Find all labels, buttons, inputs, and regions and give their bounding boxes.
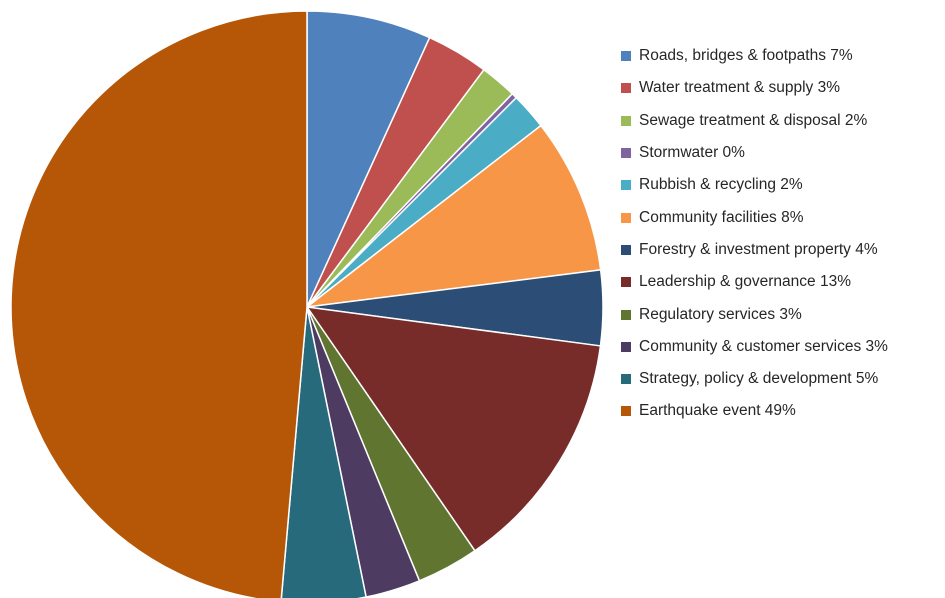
pie-slice	[10, 10, 308, 598]
legend-swatch	[621, 406, 631, 417]
pie-chart	[10, 10, 604, 598]
legend: Roads, bridges & footpaths 7% Water treat…	[621, 40, 941, 428]
legend-item: Community facilities 8%	[621, 201, 941, 233]
legend-swatch	[621, 180, 631, 191]
legend-item: Roads, bridges & footpaths 7%	[621, 40, 941, 72]
legend-label: Water treatment & supply 3%	[639, 79, 841, 97]
legend-label: Stormwater 0%	[639, 144, 745, 162]
legend-swatch	[621, 148, 631, 159]
legend-label: Sewage treatment & disposal 2%	[639, 111, 868, 129]
pie-slice	[306, 306, 602, 552]
legend-label: Earthquake event 49%	[639, 402, 796, 420]
legend-item: Sewage treatment & disposal 2%	[621, 105, 941, 137]
legend-swatch	[621, 115, 631, 126]
legend-item: Community & customer services 3%	[621, 331, 941, 363]
pie-slice	[280, 306, 367, 598]
legend-label: Rubbish & recycling 2%	[639, 176, 803, 194]
legend-label: Community & customer services 3%	[639, 337, 888, 355]
legend-swatch	[621, 309, 631, 320]
legend-swatch	[621, 51, 631, 62]
legend-swatch	[621, 83, 631, 94]
legend-item: Forestry & investment property 4%	[621, 234, 941, 266]
legend-item: Stormwater 0%	[621, 137, 941, 169]
legend-label: Roads, bridges & footpaths 7%	[639, 47, 853, 65]
legend-label: Leadership & governance 13%	[639, 273, 851, 291]
pie-slice	[306, 124, 602, 308]
legend-item: Strategy, policy & development 5%	[621, 363, 941, 395]
legend-item: Regulatory services 3%	[621, 298, 941, 330]
legend-swatch	[621, 374, 631, 385]
legend-label: Forestry & investment property 4%	[639, 240, 878, 258]
legend-swatch	[621, 212, 631, 223]
legend-swatch	[621, 277, 631, 288]
legend-label: Strategy, policy & development 5%	[639, 370, 879, 388]
legend-swatch	[621, 244, 631, 255]
legend-label: Community facilities 8%	[639, 208, 804, 226]
legend-item: Leadership & governance 13%	[621, 266, 941, 298]
pie-slice	[306, 10, 431, 308]
legend-item: Rubbish & recycling 2%	[621, 169, 941, 201]
legend-label: Regulatory services 3%	[639, 305, 802, 323]
legend-item: Water treatment & supply 3%	[621, 72, 941, 104]
legend-swatch	[621, 341, 631, 352]
legend-item: Earthquake event 49%	[621, 395, 941, 427]
